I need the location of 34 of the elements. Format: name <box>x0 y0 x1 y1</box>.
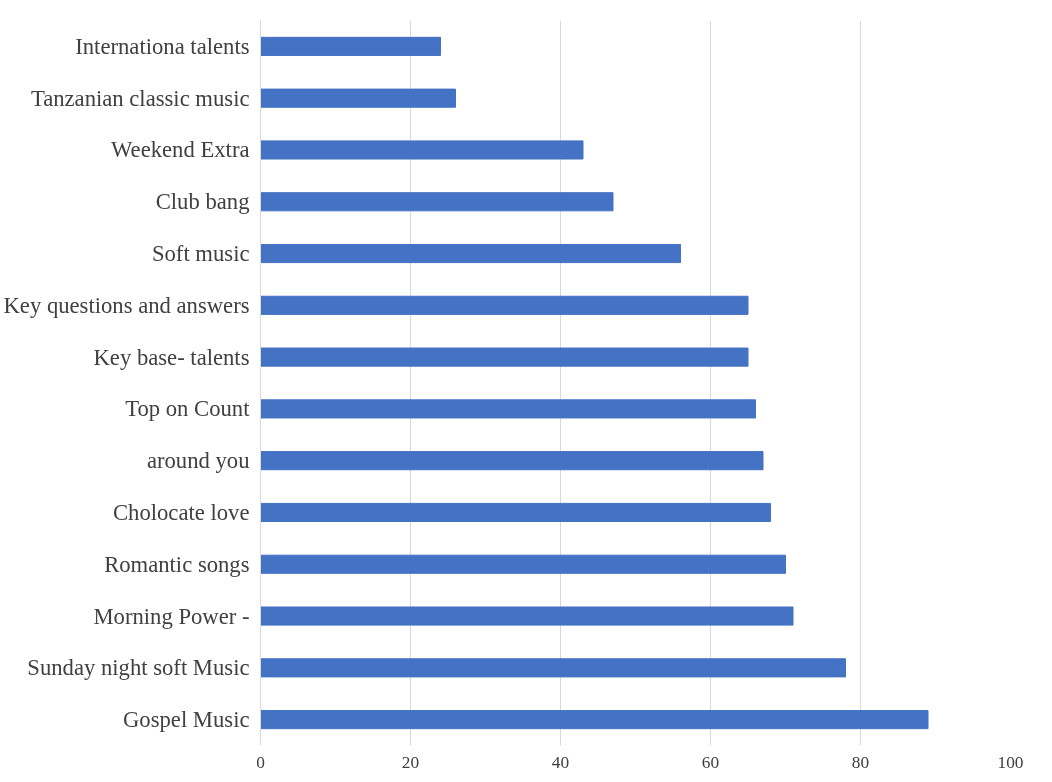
x-tick-label: 20 <box>401 752 420 772</box>
bar <box>260 140 584 160</box>
bar <box>260 658 846 678</box>
bar <box>260 502 771 523</box>
y-tick-label: Weekend Extra <box>111 137 250 163</box>
y-tick-label: Soft music <box>151 241 250 267</box>
bar <box>260 88 456 108</box>
y-tick-label: Sunday night soft Music <box>27 655 250 681</box>
y-tick-label: Top on Count <box>125 396 251 422</box>
y-tick-label: Romantic songs <box>104 551 250 577</box>
bar <box>260 451 764 471</box>
y-tick-label: Gospel Music <box>123 707 250 733</box>
x-tick-label: 40 <box>551 752 570 772</box>
y-tick-label: Morning Power - <box>93 603 250 629</box>
y-tick-label: around you <box>146 448 250 474</box>
y-tick-label: Club bang <box>155 189 250 215</box>
y-tick-label: Tanzanian classic music <box>30 85 250 111</box>
y-tick-label: Internationa talents <box>75 33 250 59</box>
bar <box>260 192 614 212</box>
bar <box>260 243 681 264</box>
x-tick-label: 80 <box>851 752 870 772</box>
bar <box>260 295 749 315</box>
x-tick-label: 0 <box>256 752 265 772</box>
y-tick-label: Key base- talents <box>93 344 250 370</box>
bar <box>260 36 441 56</box>
y-tick-label: Key questions and answers <box>3 292 250 318</box>
bar <box>260 710 929 730</box>
x-tick-label: 60 <box>701 752 720 772</box>
y-tick-label: Cholocate love <box>112 499 250 525</box>
x-tick-label: 100 <box>997 752 1024 772</box>
bar <box>260 554 786 574</box>
bar <box>260 347 749 367</box>
bar <box>260 399 756 419</box>
bar <box>260 606 794 626</box>
